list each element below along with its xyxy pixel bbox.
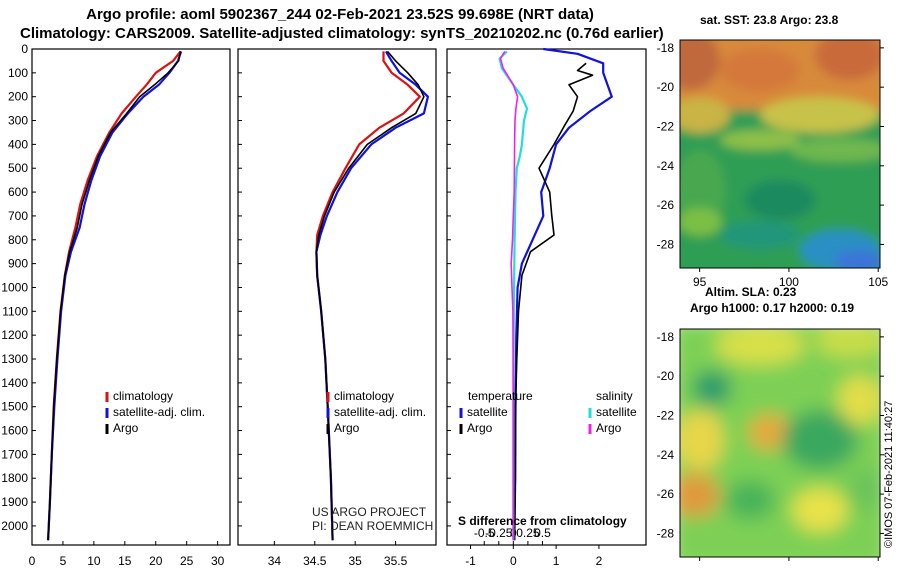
legend-label-satellite: satellite-adj. clim. (113, 405, 205, 419)
temperature-panel (31, 48, 231, 546)
y-tick-label: 1600 (1, 424, 28, 438)
map-y-tick-label: -28 (657, 526, 675, 540)
x-tick-label: 25 (180, 554, 194, 568)
y-tick-label: 700 (8, 209, 28, 223)
title-line-2: Climatology: CARS2009. Satellite-adjuste… (20, 25, 664, 42)
x-tick-label: 0 (29, 554, 36, 568)
x-tick-label: -0.25 (485, 526, 513, 540)
series-line-climatology (47, 50, 182, 541)
sst-map (680, 40, 880, 268)
y-tick-label: 1900 (1, 495, 28, 509)
x-tick-label-bottom: 2 (596, 554, 603, 568)
sst-map-frame (679, 39, 881, 269)
x-tick-label: 34 (268, 554, 282, 568)
x-tick-label: 35 (349, 554, 363, 568)
series-line-satellite-adj-clim- (315, 50, 429, 541)
map-y-tick-label: -22 (657, 119, 675, 133)
x-tick-label-bottom: 0 (510, 554, 517, 568)
imos-credit: ©IMOS 07-Feb-2021 11:40:27 (883, 400, 895, 548)
series-line-salinity-argo (499, 50, 519, 541)
x-tick-label: 30 (211, 554, 225, 568)
legend-header-salinity: salinity (596, 389, 633, 403)
legend-label-argo: Argo (113, 421, 139, 435)
legend-label-climatology: climatology (334, 389, 394, 403)
x-tick-label: 35.5 (384, 554, 408, 568)
sla-map-frame (679, 328, 881, 558)
map-y-tick-label: -26 (657, 487, 675, 501)
y-tick-label: 1000 (1, 280, 28, 294)
x-tick-label-bottom: -1 (465, 554, 476, 568)
map-y-tick-label: -26 (657, 198, 675, 212)
temperature-legend: climatology satellite-adj. clim. Argo (105, 389, 205, 435)
y-tick-label: 100 (8, 66, 28, 80)
series-line-temperature-argo (513, 62, 594, 541)
legend-label-satellite: satellite-adj. clim. (334, 405, 426, 419)
legend-header-temperature: temperature (468, 389, 533, 403)
salinity-panel (237, 48, 437, 546)
y-tick-label: 900 (8, 257, 28, 271)
x-tick-label: 20 (149, 554, 163, 568)
x-tick-label: 0.5 (534, 526, 551, 540)
sst-title: sat. SST: 23.8 Argo: 23.8 (700, 13, 839, 27)
y-tick-label: 200 (8, 90, 28, 104)
series-line-temperature-satellite (513, 47, 613, 541)
salinity-legend: climatology satellite-adj. clim. Argo (326, 389, 426, 435)
y-tick-label: 400 (8, 137, 28, 151)
map-x-tick-label: 105 (868, 275, 888, 289)
y-tick-label: 1700 (1, 447, 28, 461)
sla-title-2: Argo h1000: 0.17 h2000: 0.19 (690, 301, 854, 315)
y-tick-label: 800 (8, 233, 28, 247)
x-tick-label: 10 (87, 554, 101, 568)
x-tick-label: 5 (60, 554, 67, 568)
y-tick-label: 1200 (1, 328, 28, 342)
legend-label-argo: Argo (334, 421, 360, 435)
map-y-tick-label: -20 (657, 369, 675, 383)
legend-label-sal-satellite: satellite (596, 405, 637, 419)
map-x-tick-label: 95 (693, 275, 707, 289)
y-tick-label: 500 (8, 161, 28, 175)
x-tick-label: -0.5 (474, 526, 495, 540)
map-y-tick-label: -18 (657, 330, 675, 344)
map-y-tick-label: -28 (657, 237, 675, 251)
sla-title-1: Altim. SLA: 0.23 (705, 285, 797, 299)
map-y-tick-label: -24 (657, 448, 675, 462)
difference-xlabel: S difference from climatology (458, 514, 627, 528)
difference-legend: temperature salinity satellite Argo sate… (459, 389, 637, 435)
series-line-argo (315, 50, 425, 541)
map-y-tick-label: -22 (657, 408, 675, 422)
series-line-climatology (315, 51, 421, 541)
y-tick-label: 600 (8, 185, 28, 199)
map-y-tick-label: -20 (657, 80, 675, 94)
x-tick-label: 15 (118, 554, 132, 568)
y-tick-label: 1300 (1, 352, 28, 366)
map-y-tick-label: -18 (657, 41, 675, 55)
x-tick-label-bottom: 1 (553, 554, 560, 568)
title-line-1: Argo profile: aoml 5902367_244 02-Feb-20… (86, 6, 594, 23)
y-tick-label: 1400 (1, 376, 28, 390)
legend-label-climatology: climatology (113, 389, 173, 403)
legend-label-temp-argo: Argo (467, 421, 493, 435)
y-tick-label: 1800 (1, 471, 28, 485)
series-line-argo (47, 51, 182, 541)
x-tick-label: 34.5 (303, 554, 327, 568)
pi-annotation: PI: DEAN ROEMMICH (312, 519, 433, 533)
y-tick-label: 300 (8, 114, 28, 128)
y-tick-label: 1100 (2, 304, 28, 318)
sla-map (680, 329, 880, 557)
map-x-tick-label: 100 (779, 275, 799, 289)
y-tick-label: 0 (21, 42, 28, 56)
map-y-tick-label: -24 (657, 159, 675, 173)
y-tick-label: 2000 (1, 519, 28, 533)
legend-label-temp-satellite: satellite (467, 405, 508, 419)
x-tick-label: 0.25 (516, 526, 540, 540)
us-argo-annotation: US ARGO PROJECT (312, 505, 427, 519)
y-tick-label: 1500 (1, 400, 28, 414)
legend-label-sal-argo: Argo (596, 421, 622, 435)
difference-panel (446, 48, 647, 546)
